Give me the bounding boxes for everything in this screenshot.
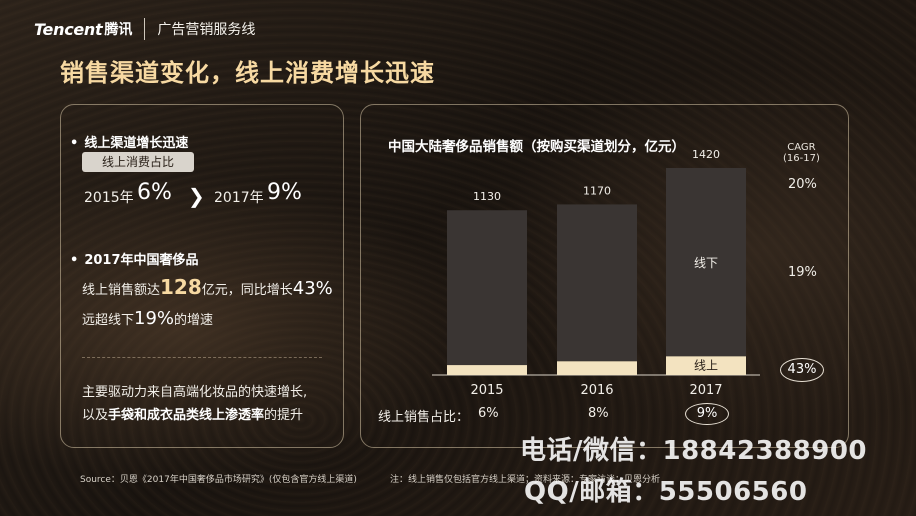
x-tick-2016: 2016 [580, 383, 613, 398]
driver-line-2-b: 手袋和成衣品类线上渗透率 [108, 408, 265, 423]
page-title: 销售渠道变化，线上消费增长迅速 [60, 59, 435, 87]
footnote: 注：线上销售仅包括官方线上渠道；资料来源：专家访谈；贝恩分析 [390, 475, 661, 485]
source-note: Source：贝恩《2017年中国奢侈品市场研究》(仅包含官方线上渠道) [80, 475, 357, 485]
driver-line-2: 以及手袋和成衣品类线上渗透率的提升 [82, 404, 303, 423]
online-share-2016: 8% [588, 406, 609, 421]
online-share-2015: 6% [478, 406, 499, 421]
online-share-2017: 9% [685, 403, 729, 425]
online-sales-prefix: 线上销售额达 [82, 283, 161, 298]
bar-online-2017 [666, 356, 746, 375]
cagr-offline: 19% [788, 265, 817, 280]
online-sales-unit: 亿元，同比增长 [201, 283, 293, 298]
bullet-online-growth: 线上渠道增长迅速 [70, 132, 188, 151]
series-label-offline: 线下 [694, 256, 718, 270]
online-growth-value: 43% [292, 278, 333, 299]
offline-compare-prefix: 远超线下 [82, 313, 135, 328]
driver-line-2-a: 以及 [82, 408, 109, 423]
online-share-row-label: 线上销售占比： [378, 410, 470, 425]
left-panel-separator [82, 357, 322, 358]
header-divider [144, 18, 146, 40]
cagr-total: 20% [788, 177, 817, 192]
x-tick-2017: 2017 [689, 383, 722, 398]
online-sales-value: 128 [160, 275, 202, 299]
bar-offline-2016 [557, 204, 637, 362]
year-2015-label: 2015年 [84, 190, 134, 206]
bar-online-2016 [557, 361, 637, 375]
online-sales-line: 线上销售额达128亿元，同比增长43% [82, 275, 333, 299]
chevron-right-icon: ❯ [188, 184, 205, 208]
cagr-subtitle: (16-17) [783, 153, 820, 164]
cagr-header: CAGR (16-17) [783, 142, 820, 164]
watermark-qq: QQ/邮箱：55506560 [524, 477, 808, 507]
bar-online-2015 [447, 365, 527, 375]
left-panel [60, 104, 344, 448]
bar-offline-2015 [447, 210, 527, 366]
department-name: 广告营销服务线 [157, 22, 256, 38]
driver-line-1: 主要驱动力来自高端化妆品的快速增长, [82, 385, 308, 400]
total-label-2016: 1170 [583, 184, 611, 197]
offline-compare-line: 远超线下19%的增速 [82, 308, 213, 329]
offline-growth-value: 19% [134, 308, 175, 329]
chart-panel [360, 104, 849, 448]
header: Tencent 腾讯 广告营销服务线 [34, 16, 255, 42]
chart-title: 中国大陆奢侈品销售额（按购买渠道划分，亿元） [388, 139, 685, 155]
watermark-phone: 电话/微信：18842388900 [520, 436, 867, 466]
brand-logo-cn: 腾讯 [104, 22, 133, 38]
year-2017-label: 2017年 [214, 190, 264, 206]
share-2017-value: 9% [267, 180, 302, 205]
driver-line-2-c: 的提升 [264, 408, 304, 423]
cagr-online: 43% [780, 358, 824, 382]
cagr-title: CAGR [787, 142, 816, 153]
offline-compare-suffix: 的增速 [174, 313, 214, 328]
bullet-china-luxury: 2017年中国奢侈品 [70, 249, 198, 268]
brand-logo: Tencent [34, 19, 103, 39]
share-2015-value: 6% [137, 180, 172, 205]
online-share-pill: 线上消费占比 [82, 152, 194, 172]
series-label-online: 线上 [694, 359, 718, 373]
total-label-2015: 1130 [473, 190, 501, 203]
x-tick-2015: 2015 [470, 383, 503, 398]
total-label-2017: 1420 [692, 148, 720, 161]
bar-offline-2017 [666, 167, 746, 357]
